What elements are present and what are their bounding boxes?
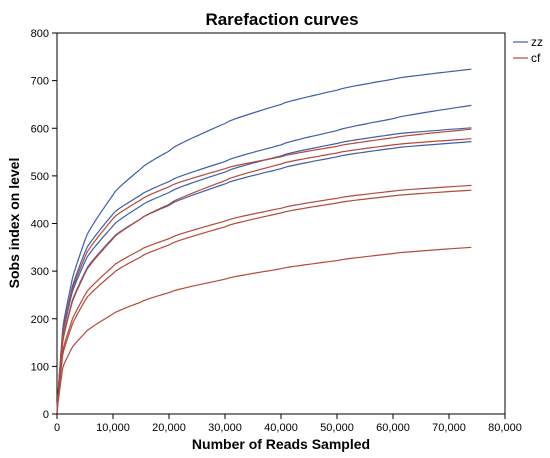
series-line-zz-2 (56, 104, 472, 415)
plot-border (56, 32, 506, 415)
legend: zz cf (513, 35, 543, 65)
series-line-zz-1 (56, 68, 472, 415)
y-axis: 0 100 200 300 400 500 600 700 800 (31, 28, 57, 421)
y-tick-label: 700 (31, 76, 49, 88)
legend-label-zz: zz (531, 35, 543, 49)
y-tick-label: 400 (31, 219, 49, 231)
x-tick-label: 10,000 (96, 422, 130, 434)
series-line-zz-3 (56, 127, 472, 415)
y-tick-label: 100 (31, 361, 49, 373)
x-tick-label: 60,000 (376, 422, 410, 434)
x-axis: 0 10,000 20,000 30,000 40,000 50,000 60,000 70,… (54, 414, 522, 434)
x-tick-label: 20,000 (152, 422, 186, 434)
series-line-cf-9 (56, 246, 472, 415)
y-tick-label: 800 (31, 28, 49, 40)
series-line-cf-8 (56, 189, 472, 415)
x-tick-label: 30,000 (208, 422, 242, 434)
legend-label-cf: cf (531, 51, 541, 65)
y-tick-label: 500 (31, 171, 49, 183)
series-line-cf-6 (56, 138, 472, 415)
x-axis-label: Number of Reads Sampled (192, 436, 370, 452)
y-tick-label: 300 (31, 266, 49, 278)
y-axis-label: Sobs index on level (6, 158, 22, 289)
series-line-cf-7 (56, 184, 472, 415)
x-tick-label: 70,000 (432, 422, 466, 434)
y-tick-label: 200 (31, 314, 49, 326)
plot-area (56, 32, 506, 415)
series-layer (56, 68, 472, 415)
x-tick-label: 50,000 (320, 422, 354, 434)
series-line-zz-4 (56, 141, 472, 415)
y-tick-label: 0 (43, 409, 49, 421)
x-tick-label: 80,000 (488, 422, 522, 434)
x-tick-label: 40,000 (264, 422, 298, 434)
chart-title: Rarefaction curves (205, 10, 358, 29)
y-tick-label: 600 (31, 123, 49, 135)
series-line-cf-5 (56, 128, 472, 415)
x-tick-label: 0 (54, 422, 60, 434)
